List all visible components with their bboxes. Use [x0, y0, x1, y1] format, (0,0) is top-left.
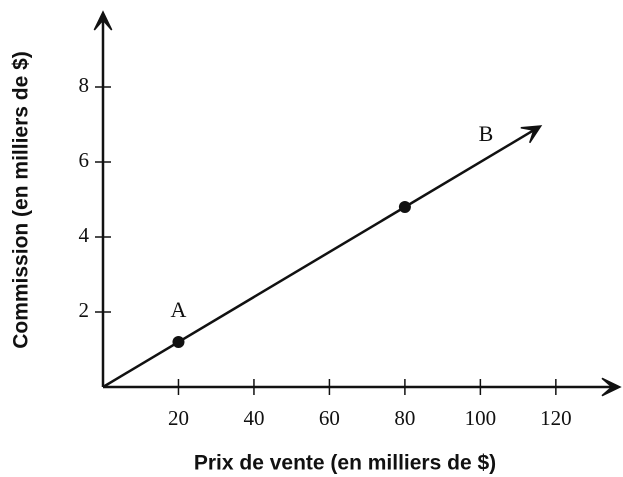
x-tick-label: 20: [168, 406, 189, 430]
x-axis-label: Prix de vente (en milliers de $): [194, 452, 496, 475]
x-tick-label: 40: [243, 406, 264, 430]
point: [172, 336, 185, 348]
y-axis-label: Commission (en milliers de $): [10, 51, 33, 349]
line-arrow: [520, 125, 543, 144]
x-tick-label: 60: [319, 406, 340, 430]
x-axis-arrow: [601, 377, 622, 397]
y-axis-arrow: [93, 10, 113, 31]
y-tick-label: 6: [79, 148, 90, 172]
x-tick-label: 120: [540, 406, 572, 430]
point: [398, 201, 411, 213]
annotation: A: [171, 297, 187, 322]
y-tick-label: 2: [79, 298, 90, 322]
y-tick-label: 4: [79, 223, 90, 247]
x-tick-label: 100: [465, 406, 497, 430]
line: [102, 127, 537, 389]
annotation: B: [479, 121, 494, 146]
y-tick-label: 8: [79, 73, 90, 97]
x-tick-label: 80: [394, 406, 415, 430]
